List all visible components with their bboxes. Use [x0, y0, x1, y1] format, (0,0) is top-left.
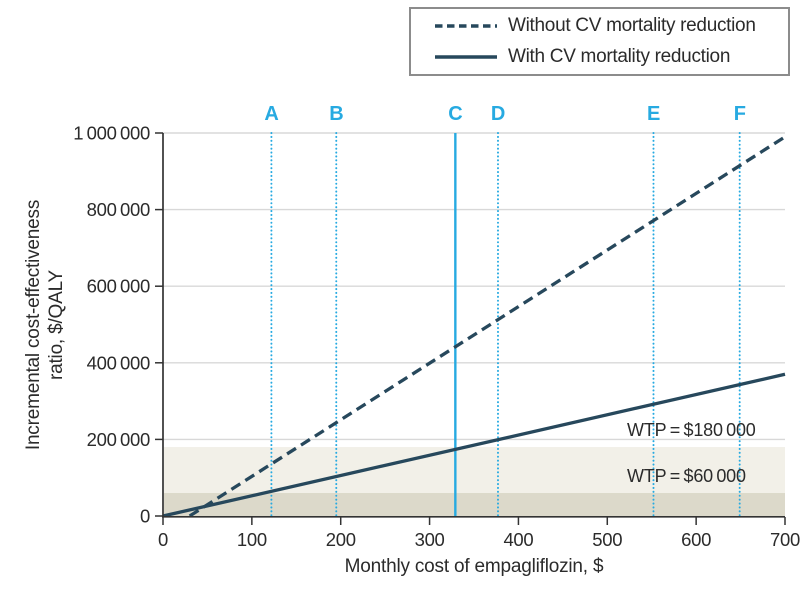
legend-label-with-cv: With CV mortality reduction: [508, 45, 731, 67]
x-tick-label: 100: [237, 529, 267, 550]
series-dashed: [188, 135, 786, 518]
y-tick-label: 400 000: [87, 352, 150, 373]
wtp-label: WTP = $60 000: [627, 466, 746, 486]
x-tick-label: 200: [326, 529, 356, 550]
x-tick-label: 600: [681, 529, 711, 550]
x-axis-title: Monthly cost of empagliflozin, $: [344, 556, 604, 577]
y-tick-label: 800 000: [87, 199, 150, 220]
wtp-label: WTP = $180 000: [627, 420, 756, 440]
y-tick-label: 1 000 000: [73, 123, 150, 144]
y-tick-label: 600 000: [87, 276, 150, 297]
y-tick-label: 0: [140, 506, 150, 527]
legend: Without CV mortality reduction With CV m…: [409, 7, 790, 76]
solid-line-sample-icon: [435, 54, 497, 59]
marker-label-E: E: [647, 103, 660, 125]
x-tick-label: 0: [158, 529, 168, 550]
legend-label-without-cv: Without CV mortality reduction: [508, 15, 756, 37]
marker-label-C: C: [448, 103, 462, 125]
legend-item-without-cv: Without CV mortality reduction: [433, 13, 788, 39]
marker-label-F: F: [734, 103, 746, 125]
x-tick-label: 300: [415, 529, 445, 550]
series-solid: [162, 372, 786, 518]
marker-label-B: B: [329, 103, 343, 125]
legend-item-with-cv: With CV mortality reduction: [433, 44, 788, 70]
marker-label-A: A: [264, 103, 278, 125]
wtp-band: [164, 493, 785, 516]
x-tick-label: 500: [592, 529, 622, 550]
y-tick-label: 200 000: [87, 429, 150, 450]
x-tick-label: 400: [503, 529, 533, 550]
x-tick-label: 700: [770, 529, 800, 550]
marker-label-D: D: [491, 103, 505, 125]
dashed-line-sample-icon: [435, 24, 497, 29]
